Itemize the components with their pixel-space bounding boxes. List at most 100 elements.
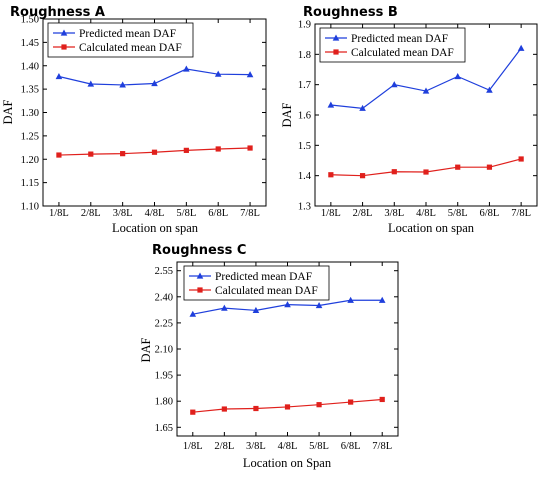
data-point-square xyxy=(190,409,196,415)
data-point-triangle xyxy=(315,302,323,309)
x-tick-label: 3/8L xyxy=(384,208,404,219)
data-point-triangle xyxy=(87,80,95,87)
y-axis-label: DAF xyxy=(139,337,153,362)
y-axis-label: DAF xyxy=(1,99,15,124)
x-tick-label: 7/8L xyxy=(372,441,392,452)
x-tick-label: 2/8L xyxy=(353,208,373,219)
data-point-triangle xyxy=(284,301,291,308)
legend-marker-square xyxy=(333,49,339,55)
x-axis-label: Location on span xyxy=(388,221,475,235)
legend-marker-square xyxy=(61,44,67,50)
legend-label: Predicted mean DAF xyxy=(351,33,448,45)
y-tick-label: 1.45 xyxy=(21,38,39,49)
x-tick-label: 1/8L xyxy=(183,441,203,452)
y-tick-label: 1.10 xyxy=(21,202,39,213)
data-point-triangle xyxy=(183,65,190,72)
y-axis-label: DAF xyxy=(280,102,294,127)
data-point-square xyxy=(247,145,253,151)
legend-label: Calculated mean DAF xyxy=(79,42,182,54)
y-tick-label: 1.15 xyxy=(21,178,39,189)
y-tick-label: 2.55 xyxy=(155,266,173,277)
legend: Predicted mean DAF Calculated mean DAF xyxy=(47,22,194,58)
data-point-square xyxy=(391,169,397,175)
y-tick-label: 1.65 xyxy=(155,423,173,434)
legend: Predicted mean DAF Calculated mean DAF xyxy=(319,27,466,63)
y-tick-label: 1.20 xyxy=(21,155,39,166)
data-point-square xyxy=(455,164,461,170)
legend: Predicted mean DAF Calculated mean DAF xyxy=(183,265,330,301)
x-tick-label: 2/8L xyxy=(214,441,234,452)
y-tick-label: 2.10 xyxy=(155,345,173,356)
y-tick-label: 1.40 xyxy=(21,61,39,72)
data-point-square xyxy=(379,396,385,403)
x-tick-label: 6/8L xyxy=(341,441,361,452)
data-point-square xyxy=(284,404,291,410)
y-tick-label: 1.5 xyxy=(298,141,311,152)
legend-box xyxy=(319,27,466,63)
chart-title: Roughness A xyxy=(10,5,105,20)
legend-label: Calculated mean DAF xyxy=(215,285,318,297)
data-point-triangle xyxy=(189,310,197,317)
data-point-triangle xyxy=(517,44,525,51)
x-tick-label: 6/8L xyxy=(208,208,228,219)
legend-marker-triangle xyxy=(196,272,204,279)
legend-label: Predicted mean DAF xyxy=(79,28,176,40)
y-tick-label: 2.40 xyxy=(155,292,173,303)
data-point-triangle xyxy=(214,70,222,77)
x-tick-label: 5/8L xyxy=(309,441,329,452)
data-point-triangle xyxy=(390,81,398,88)
data-point-square xyxy=(56,152,62,158)
data-point-triangle xyxy=(252,306,260,313)
data-point-square xyxy=(359,173,366,179)
chart-panel-3: Roughness C 1.65 1.80 1.95 2.10 2.25 2.40 2.55 1… xyxy=(139,243,399,470)
y-tick-label: 1.50 xyxy=(21,15,39,26)
legend-marker-triangle xyxy=(60,29,68,36)
y-tick-label: 1.4 xyxy=(298,171,312,182)
data-point-square xyxy=(328,172,334,178)
x-tick-label: 3/8L xyxy=(246,441,266,452)
x-axis-label: Location on Span xyxy=(243,456,332,470)
y-tick-label: 1.8 xyxy=(298,50,311,61)
x-tick-label: 3/8L xyxy=(113,208,133,219)
data-point-square xyxy=(151,149,158,155)
data-point-square xyxy=(120,151,126,157)
x-tick-label: 7/8L xyxy=(240,208,260,219)
data-point-square xyxy=(183,147,189,153)
data-point-triangle xyxy=(327,101,335,108)
chart-panel-2: Roughness B 1.3 1.4 1.5 1.6 1.7 1.8 1.9 1/8L 2/8L… xyxy=(280,5,538,235)
data-point-triangle xyxy=(378,296,386,303)
y-tick-label: 1.9 xyxy=(298,20,311,31)
data-point-square xyxy=(221,406,227,412)
data-point-triangle xyxy=(246,71,254,78)
data-point-triangle xyxy=(151,80,158,87)
y-tick-label: 1.80 xyxy=(155,397,173,408)
y-tick-label: 1.6 xyxy=(298,111,311,122)
x-axis-label: Location on span xyxy=(112,221,199,235)
y-tick-label: 1.35 xyxy=(21,85,39,96)
data-point-square xyxy=(486,164,493,170)
x-tick-label: 4/8L xyxy=(145,208,165,219)
legend-label: Predicted mean DAF xyxy=(215,271,312,283)
data-point-triangle xyxy=(359,104,366,111)
y-tick-label: 2.25 xyxy=(155,318,173,329)
data-point-square xyxy=(316,402,322,408)
data-point-triangle xyxy=(119,81,126,88)
data-point-square xyxy=(88,151,94,157)
data-point-triangle xyxy=(422,87,430,94)
data-point-triangle xyxy=(486,86,493,93)
y-tick-label: 1.7 xyxy=(298,80,311,91)
x-tick-label: 1/8L xyxy=(321,208,341,219)
y-tick-label: 1.30 xyxy=(21,108,39,119)
x-tick-label: 4/8L xyxy=(278,441,298,452)
x-tick-label: 5/8L xyxy=(176,208,196,219)
y-tick-label: 1.3 xyxy=(298,202,311,213)
x-tick-label: 7/8L xyxy=(511,208,531,219)
data-point-square xyxy=(348,399,354,405)
data-point-square xyxy=(215,146,221,152)
legend-box xyxy=(183,265,330,301)
x-tick-label: 2/8L xyxy=(81,208,101,219)
data-point-triangle xyxy=(55,73,63,80)
data-point-square xyxy=(253,405,259,412)
y-tick-label: 1.95 xyxy=(155,371,173,382)
